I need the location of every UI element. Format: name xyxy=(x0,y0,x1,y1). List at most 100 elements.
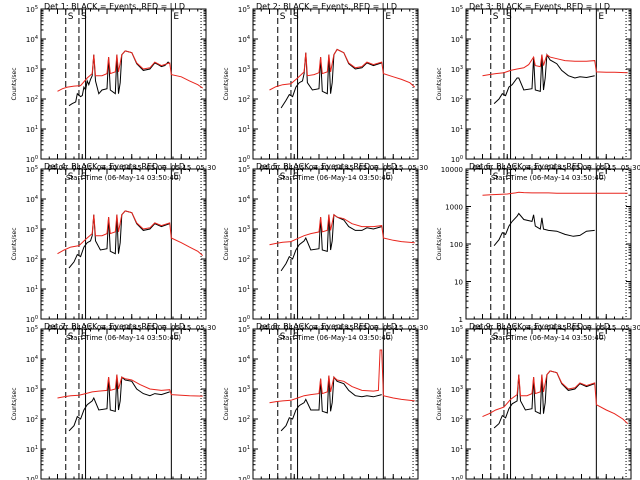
marker-label: S xyxy=(68,332,74,342)
x-tick-label: 05:00 xyxy=(146,164,166,172)
y-tick-label: 103 xyxy=(26,65,38,74)
x-tick-label: 04:45 xyxy=(122,324,142,332)
marker-label: E xyxy=(173,12,179,22)
panel-title: Det 8: BLACK = Events, RED = LLD xyxy=(256,322,397,331)
x-tick-label: 04:45 xyxy=(547,164,567,172)
events-series-line xyxy=(280,48,382,109)
events-series-line xyxy=(68,374,170,432)
marker-label: E xyxy=(385,12,391,22)
x-tick-label: 04:15 xyxy=(284,324,304,332)
y-tick-label: 102 xyxy=(451,95,463,104)
y-tick-label: 101 xyxy=(26,125,38,134)
x-tick-label: 05:15 xyxy=(596,164,616,172)
y-tick-label: 10 xyxy=(454,279,463,287)
y-axis-label: Counts/sec xyxy=(223,387,230,420)
detector-panel: 1 10 100 1000 10000 04:00 04:15 04:30 04:45 05:00… xyxy=(436,162,640,342)
lld-series-line xyxy=(57,50,203,92)
detector-panel: 100 101 102 103 104 105 04:00 04:15 04:30 04:45 05… xyxy=(436,2,640,182)
marker-label: E xyxy=(173,172,179,182)
events-series-line xyxy=(493,53,595,104)
y-tick-label: 100 xyxy=(451,475,463,480)
x-tick-label: 04:30 xyxy=(309,324,329,332)
lld-series-line xyxy=(269,48,416,91)
marker-label: S xyxy=(280,332,286,342)
x-tick-label: 04:30 xyxy=(522,324,542,332)
y-tick-label: 102 xyxy=(451,415,463,424)
y-tick-label: 101 xyxy=(26,285,38,294)
events-series-line xyxy=(280,213,382,272)
y-tick-label: 104 xyxy=(26,35,38,44)
detector-panel: 100 101 102 103 104 105 04:00 04:15 04:30 04:45 05… xyxy=(223,322,419,480)
y-tick-label: 105 xyxy=(26,5,38,14)
x-tick-label: 05:30 xyxy=(408,164,428,172)
marker-label: S xyxy=(506,332,512,342)
x-tick-label: 05:00 xyxy=(358,164,378,172)
panel-title: Det 7: BLACK = Events, RED = LLD xyxy=(44,322,185,331)
x-tick-label: 04:15 xyxy=(72,164,92,172)
x-tick-label: 05:00 xyxy=(358,324,378,332)
y-tick-label: 105 xyxy=(238,165,250,174)
y-tick-label: 104 xyxy=(238,195,250,204)
lld-series-line xyxy=(482,53,628,77)
y-tick-label: 103 xyxy=(451,65,463,74)
y-tick-label: 105 xyxy=(26,165,38,174)
marker-label: S xyxy=(81,172,87,182)
detector-panel: 100 101 102 103 104 105 04:00 04:15 04:30 04:45 05… xyxy=(11,162,216,342)
detector-panel: 100 101 102 103 104 105 04:00 04:15 04:30 04:45 05… xyxy=(11,322,207,480)
y-axis-label: Counts/sec xyxy=(436,227,443,260)
y-tick-label: 103 xyxy=(238,385,250,394)
y-tick-label: 104 xyxy=(26,195,38,204)
marker-label: S xyxy=(280,172,286,182)
panel-title: Det 6: BLACK = Events, RED = LLD xyxy=(469,162,610,171)
x-tick-label: 05:30 xyxy=(408,324,428,332)
y-tick-label: 103 xyxy=(26,225,38,234)
y-tick-label: 101 xyxy=(451,125,463,134)
y-tick-label: 100 xyxy=(26,315,38,324)
x-tick-label: 04:45 xyxy=(122,164,142,172)
x-tick-label: 04:15 xyxy=(284,164,304,172)
x-axis-label: Start Time (06-May-14 03:50:40) xyxy=(491,334,606,342)
y-axis-label: Counts/sec xyxy=(11,227,18,260)
y-axis-label: Counts/sec xyxy=(223,227,230,260)
x-tick-label: 04:30 xyxy=(97,164,117,172)
x-axis-label: Start Time (06-May-14 03:50:40) xyxy=(278,334,393,342)
y-tick-label: 100 xyxy=(238,155,250,164)
marker-label: E xyxy=(598,332,604,342)
y-tick-label: 1000 xyxy=(445,204,463,212)
x-tick-label: 04:45 xyxy=(334,324,354,332)
x-tick-label: 05:15 xyxy=(171,164,191,172)
x-tick-label: 05:15 xyxy=(171,324,191,332)
marker-label: S xyxy=(280,12,286,22)
y-tick-label: 103 xyxy=(26,385,38,394)
y-axis-label: Counts/sec xyxy=(436,387,443,420)
y-tick-label: 10000 xyxy=(441,166,463,174)
marker-label: S xyxy=(81,12,87,22)
x-tick-label: 05:15 xyxy=(596,324,616,332)
y-tick-label: 103 xyxy=(238,65,250,74)
events-series-line xyxy=(68,210,170,269)
detector-panel: 100 101 102 103 104 105 04:00 04:15 04:30 04:45 05… xyxy=(436,322,632,480)
marker-label: S xyxy=(506,172,512,182)
x-tick-label: 04:15 xyxy=(497,324,517,332)
x-tick-label: 04:00 xyxy=(47,324,67,332)
panel-title: Det 4: BLACK = Events, RED = LLD xyxy=(44,162,185,171)
x-tick-label: 04:00 xyxy=(472,164,492,172)
y-tick-label: 104 xyxy=(451,355,463,364)
events-series-line xyxy=(493,212,595,247)
y-tick-label: 102 xyxy=(26,255,38,264)
x-tick-label: 04:30 xyxy=(309,164,329,172)
panel-title: Det 2: BLACK = Events, RED = LLD xyxy=(256,2,397,11)
y-tick-label: 102 xyxy=(26,415,38,424)
x-tick-label: 05:30 xyxy=(621,324,640,332)
y-tick-label: 104 xyxy=(238,35,250,44)
y-tick-label: 102 xyxy=(26,95,38,104)
y-tick-label: 103 xyxy=(451,385,463,394)
marker-label: S xyxy=(293,172,299,182)
marker-label: S xyxy=(81,332,87,342)
y-axis-label: Counts/sec xyxy=(223,67,230,100)
marker-label: S xyxy=(68,172,74,182)
marker-label: E xyxy=(173,332,179,342)
x-tick-label: 05:15 xyxy=(383,324,403,332)
marker-label: S xyxy=(506,12,512,22)
